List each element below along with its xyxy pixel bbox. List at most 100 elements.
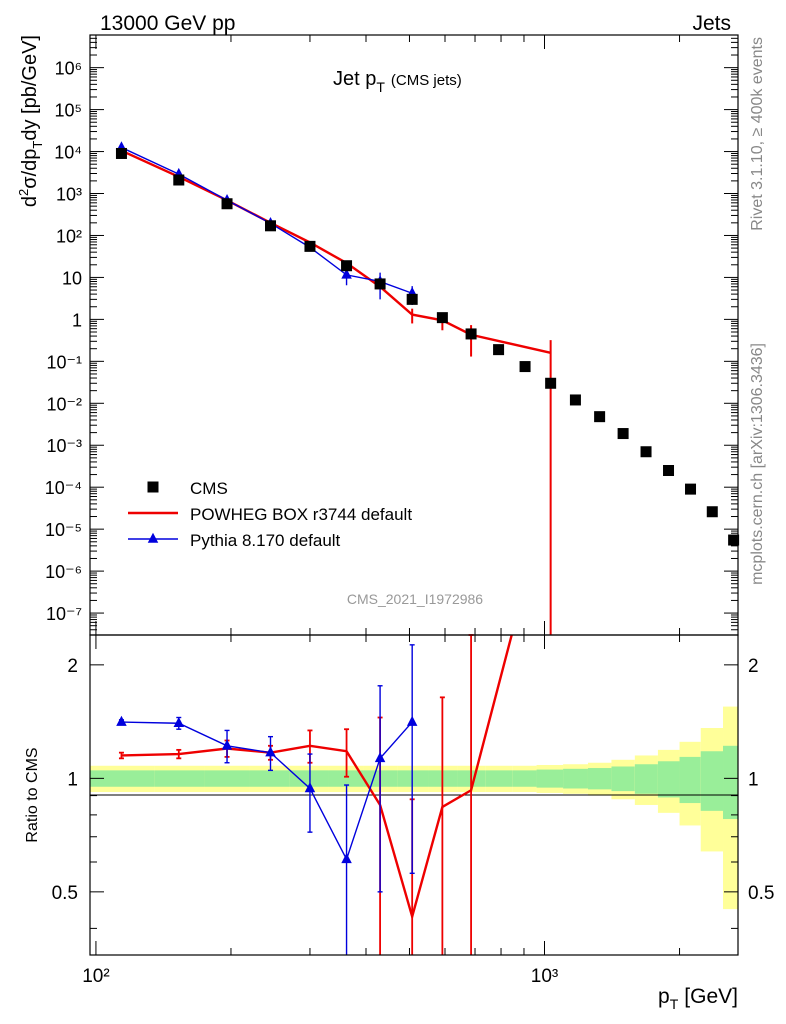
x-axis-label: pT [GeV] (658, 985, 738, 1012)
header-left: 13000 GeV pp (100, 12, 235, 35)
pythia-ratio-marker (341, 852, 352, 864)
main-title-text: Jet p (333, 68, 376, 90)
pythia-line (121, 146, 413, 294)
band-inner-bin (723, 745, 738, 820)
legend-label: Pythia 8.170 default (190, 531, 341, 550)
ratio-axis-ticks (90, 635, 738, 955)
y-tick-label: 10⁶ (55, 59, 82, 79)
x-tick-label: 10² (82, 966, 109, 987)
ratio-y-tick-label-right: 1 (748, 769, 759, 790)
band-inner-bin (249, 770, 290, 787)
legend-pythia-marker (147, 532, 159, 543)
rivet-label: Rivet 3.1.10, ≥ 400k events (749, 37, 766, 231)
cms-marker (545, 377, 557, 389)
band-inner-bin (679, 756, 701, 804)
ratio-y-tick-labels: 0.5 0.5 1 1 2 2 (52, 656, 775, 904)
cms-marker (569, 394, 581, 406)
legend-label: CMS (190, 479, 228, 498)
ratio-y-tick-label: 0.5 (52, 883, 78, 904)
cms-marker (706, 506, 718, 518)
header-right: Jets (692, 12, 731, 35)
band-inner-bin (634, 764, 658, 794)
y-tick-label: 10⁴ (54, 143, 82, 163)
main-axis-ticks (90, 34, 738, 636)
cms-marker (115, 147, 127, 159)
pythia-ratio-marker (173, 716, 185, 728)
main-title-suffix: (CMS jets) (391, 72, 462, 89)
band-inner-bin (563, 768, 588, 789)
band-inner-bin (485, 770, 513, 787)
legend-label: POWHEG BOX r3744 default (190, 505, 412, 524)
band-inner-bin (328, 770, 364, 787)
ratio-y-tick-label-right: 0.5 (748, 883, 774, 904)
band-inner-bin (154, 770, 205, 787)
y-tick-label: 10⁻⁴ (45, 478, 82, 498)
cms-marker (221, 198, 233, 210)
ratio-y-axis-label: Ratio to CMS (24, 747, 41, 842)
ylabel-rest: dy [pb/GeV] (19, 35, 41, 141)
cms-marker (374, 278, 386, 290)
cms-marker (594, 411, 606, 423)
main-plot-panel: 10⁻⁷ 10⁻⁶ 10⁻⁵ 10⁻⁴ 10⁻³ 10⁻² 10⁻¹ 1 10 10² 10³ 10⁴… (16, 34, 740, 636)
cms-marker (173, 174, 185, 186)
pythia-ratio-marker (406, 715, 418, 726)
ratio-plot-panel: 0.5 0.5 1 1 2 2 Ratio to CMS 10² 10³ pT [GeV] (24, 634, 775, 1012)
band-inner-bin (657, 761, 680, 798)
ratio-y-tick-label-right: 2 (748, 656, 759, 677)
x-tick-labels: 10² 10³ (82, 966, 558, 987)
cms-marker (728, 534, 740, 546)
powheg-line (120, 149, 551, 354)
cms-marker (465, 328, 477, 340)
cms-marker (436, 312, 448, 324)
ylabel-sigma: σ/dp (19, 149, 41, 189)
cms-marker (685, 483, 697, 495)
band-inner-bin (204, 770, 250, 787)
band-inner-bin (700, 751, 724, 811)
cms-marker (640, 446, 652, 458)
x-axis-label-unit: [GeV] (684, 985, 738, 1008)
pythia-ratio-marker (221, 739, 233, 750)
pythia-ratio-marker (374, 752, 386, 763)
y-tick-label: 10⁻² (46, 394, 82, 414)
ratio-data-layer (116, 634, 513, 955)
x-axis-label-sub: T (670, 996, 679, 1012)
pythia-ratio-marker (304, 782, 316, 793)
ratio-y-tick-label: 2 (67, 656, 78, 677)
pythia-ratio-marker (116, 715, 127, 726)
y-tick-label: 1 (72, 310, 82, 330)
y-tick-label: 10⁻⁷ (46, 604, 82, 624)
band-inner-bin (90, 770, 155, 787)
y-tick-label: 10³ (56, 185, 82, 205)
cms-marker (519, 361, 531, 373)
watermark: CMS_2021_I1972986 (347, 591, 483, 607)
mcplots-label: mcplots.cern.ch [arXiv:1306.3436] (749, 343, 766, 585)
cms-marker (265, 220, 277, 232)
y-tick-label: 10² (56, 226, 82, 246)
main-plot-frame (89, 34, 739, 636)
ratio-uncertainty-band (90, 706, 738, 910)
ylabel-sub-t: T (30, 141, 45, 149)
cms-marker (493, 344, 505, 356)
main-y-axis-label: d2σ/dpTdy [pb/GeV] (16, 35, 45, 207)
pythia-marker (341, 268, 352, 279)
main-y-tick-labels: 10⁻⁷ 10⁻⁶ 10⁻⁵ 10⁻⁴ 10⁻³ 10⁻² 10⁻¹ 1 10 10² 10³ 10⁴… (45, 59, 82, 624)
cms-marker (341, 260, 353, 272)
cms-marker (663, 465, 675, 477)
y-tick-label: 10⁻¹ (46, 352, 82, 372)
legend-cms-marker (147, 481, 159, 493)
ratio-plot-frame (89, 634, 739, 956)
y-tick-label: 10⁻⁵ (45, 520, 82, 540)
ratio-y-tick-label: 1 (67, 769, 78, 790)
pythia-ratio-marker (265, 746, 276, 757)
band-inner-bin (587, 768, 612, 790)
pythia-ratio-line (121, 721, 413, 862)
main-title: Jet pT (CMS jets) (333, 68, 462, 95)
main-data-layer (115, 141, 740, 635)
band-inner-bin (512, 770, 537, 787)
y-tick-label: 10⁻³ (46, 436, 82, 456)
y-tick-label: 10⁻⁶ (45, 562, 82, 582)
x-tick-label: 10³ (531, 966, 558, 987)
y-tick-label: 10 (62, 268, 82, 288)
main-title-sub: T (376, 79, 385, 95)
